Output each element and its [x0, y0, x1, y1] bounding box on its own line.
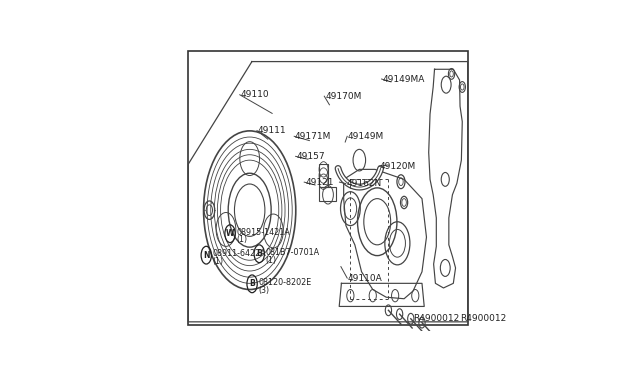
Text: 49110A: 49110A: [348, 273, 383, 283]
Text: 49149M: 49149M: [348, 132, 384, 141]
Text: 08911-6422A: 08911-6422A: [213, 249, 267, 258]
Text: 49157: 49157: [296, 152, 325, 161]
Text: 49149MA: 49149MA: [383, 74, 425, 83]
Text: 49110: 49110: [241, 90, 269, 99]
Text: R4900012: R4900012: [413, 314, 460, 323]
Text: 49120M: 49120M: [380, 162, 416, 171]
Text: (1): (1): [266, 256, 277, 264]
Bar: [319, 187, 336, 201]
Text: B: B: [257, 249, 262, 258]
Text: 49121: 49121: [305, 178, 333, 187]
Text: 49111: 49111: [258, 126, 287, 135]
Text: 49171M: 49171M: [295, 132, 332, 141]
Text: 49162N: 49162N: [347, 179, 382, 188]
Bar: [319, 164, 328, 187]
Text: N: N: [203, 251, 209, 260]
Text: 08120-8202E: 08120-8202E: [259, 278, 312, 287]
Text: 08915-1421A: 08915-1421A: [237, 228, 291, 237]
Text: 49170M: 49170M: [325, 92, 362, 101]
Text: (1): (1): [213, 257, 224, 266]
Text: W: W: [226, 229, 234, 238]
Text: 081B7-0701A: 081B7-0701A: [266, 248, 320, 257]
Text: (1): (1): [237, 235, 248, 244]
Text: B: B: [249, 279, 255, 288]
Text: R4900012: R4900012: [460, 314, 506, 323]
Text: (3): (3): [259, 286, 270, 295]
